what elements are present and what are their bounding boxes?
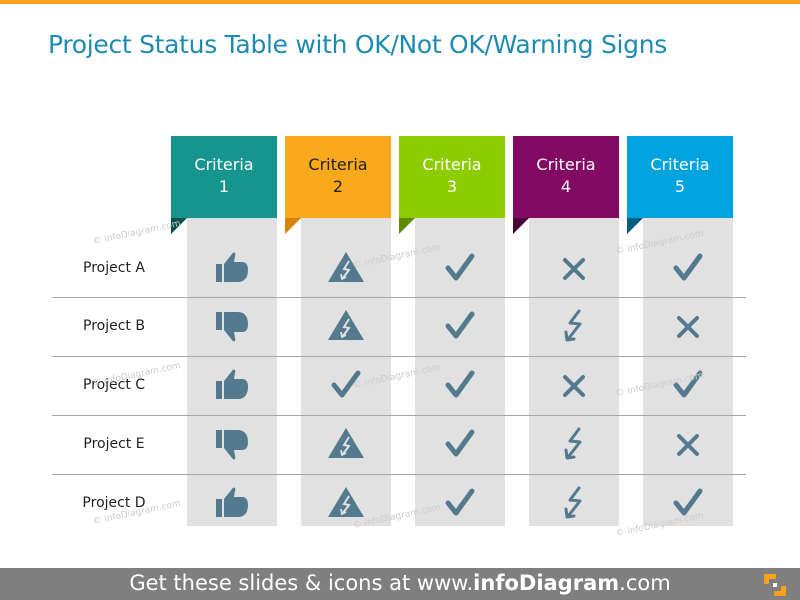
thumbs-up-icon: [212, 365, 252, 405]
thumbs-down-icon: [212, 306, 252, 346]
cross-icon: [554, 248, 594, 288]
lightning-icon: [554, 424, 594, 464]
cross-icon: [554, 365, 594, 405]
criteria-header-3: Criteria 3: [399, 136, 505, 218]
criteria-header-4: Criteria 4: [513, 136, 619, 218]
criteria-label: Criteria: [536, 155, 596, 174]
project-label: Project D: [82, 495, 146, 511]
project-label: Project C: [82, 377, 146, 393]
criteria-number: 5: [674, 177, 686, 196]
criteria-header-2: Criteria 2: [285, 136, 391, 218]
thumbs-down-icon: [212, 424, 252, 464]
check-icon: [440, 248, 480, 288]
top-accent-bar: [0, 0, 800, 4]
watermark-text: © infoDiagram.com: [91, 218, 182, 248]
warning-triangle-icon: [326, 483, 366, 523]
criteria-label: Criteria: [194, 155, 254, 174]
lightning-icon: [554, 483, 594, 523]
lightning-icon: [554, 306, 594, 346]
check-icon: [668, 483, 708, 523]
criteria-number: 1: [218, 177, 230, 196]
header-fold-decoration: [399, 218, 415, 234]
thumbs-up-icon: [212, 248, 252, 288]
project-label: Project A: [83, 260, 145, 276]
check-icon: [440, 483, 480, 523]
footer-text[interactable]: Get these slides & icons at www.infoDiag…: [129, 571, 671, 595]
criteria-number: 2: [332, 177, 344, 196]
criteria-number: 3: [446, 177, 458, 196]
cross-icon: [668, 306, 708, 346]
check-icon: [668, 248, 708, 288]
header-fold-decoration: [513, 218, 529, 234]
header-fold-decoration: [627, 218, 643, 234]
thumbs-up-icon: [212, 483, 252, 523]
row-divider: [52, 474, 746, 475]
criteria-label: Criteria: [308, 155, 368, 174]
warning-triangle-icon: [326, 306, 366, 346]
criteria-label: Criteria: [422, 155, 482, 174]
footer-banner: Get these slides & icons at www.infoDiag…: [0, 568, 800, 600]
header-fold-decoration: [171, 218, 187, 234]
cross-icon: [668, 424, 708, 464]
criteria-header-1: Criteria 1: [171, 136, 277, 218]
check-icon: [440, 365, 480, 405]
check-icon: [326, 365, 366, 405]
criteria-header-5: Criteria 5: [627, 136, 733, 218]
row-divider: [52, 415, 746, 416]
check-icon: [668, 365, 708, 405]
row-divider: [52, 297, 746, 298]
warning-triangle-icon: [326, 248, 366, 288]
project-label: Project B: [83, 318, 145, 334]
infodiagram-logo-icon: [764, 574, 786, 596]
criteria-number: 4: [560, 177, 572, 196]
criteria-label: Criteria: [650, 155, 710, 174]
check-icon: [440, 306, 480, 346]
warning-triangle-icon: [326, 424, 366, 464]
check-icon: [440, 424, 480, 464]
project-label: Project E: [83, 436, 145, 452]
header-fold-decoration: [285, 218, 301, 234]
page-title: Project Status Table with OK/Not OK/Warn…: [48, 30, 667, 59]
row-divider: [52, 356, 746, 357]
